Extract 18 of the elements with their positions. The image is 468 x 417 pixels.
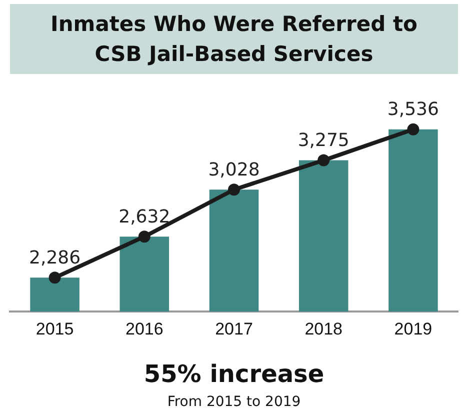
x-tick-label: 2016 [125, 319, 164, 338]
data-label: 3,536 [387, 99, 439, 120]
point [138, 230, 150, 243]
data-label: 3,275 [298, 130, 350, 151]
x-tick-label: 2015 [36, 319, 74, 338]
point [318, 154, 330, 166]
x-tick-label: 2018 [304, 319, 343, 338]
point [407, 123, 420, 136]
point [228, 184, 240, 196]
x-tick-label: 2017 [215, 319, 253, 338]
point [48, 272, 61, 284]
x-tick-label: 2019 [394, 319, 432, 338]
chart-title: Inmates Who Were Referred to CSB Jail-Based Services [10, 4, 458, 74]
annotation: 55% increase [142, 360, 326, 388]
data-label: 2,632 [118, 206, 170, 228]
annotation: From 2015 to 2019 [166, 394, 302, 410]
data-label: 2,286 [29, 247, 81, 268]
data-label: 3,028 [208, 159, 260, 180]
